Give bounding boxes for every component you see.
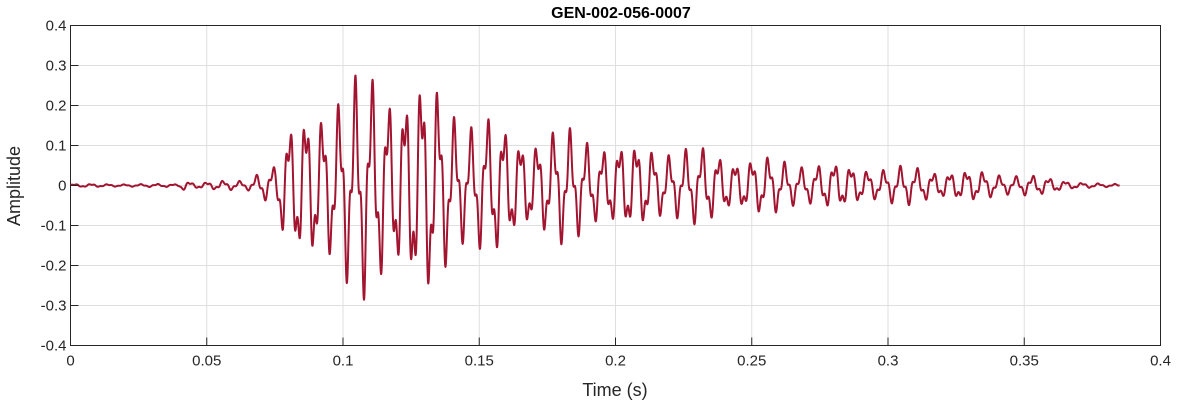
- y-axis-label: Amplitude: [4, 146, 24, 226]
- y-tick-label: 0: [58, 178, 66, 195]
- x-tick-label: 0.35: [1010, 353, 1039, 370]
- y-tick-label: -0.3: [41, 298, 67, 315]
- x-tick-label: 0.1: [333, 353, 354, 370]
- y-tick-label: 0.1: [46, 138, 67, 155]
- chart-title: GEN-002-056-0007: [551, 5, 691, 22]
- x-axis-ticks: 0 0.05 0.1 0.15 0.2 0.25 0.3 0.35 0.4: [66, 337, 1171, 370]
- x-axis-label: Time (s): [582, 380, 647, 400]
- x-tick-label: 0: [66, 353, 74, 370]
- x-tick-label: 0.25: [737, 353, 766, 370]
- x-tick-label: 0.05: [192, 353, 221, 370]
- x-tick-label: 0.2: [605, 353, 626, 370]
- y-tick-label: -0.4: [41, 338, 67, 355]
- x-tick-label: 0.3: [878, 353, 899, 370]
- y-tick-label: 0.3: [46, 58, 67, 75]
- y-axis-ticks: -0.4 -0.3 -0.2 -0.1 0 0.1 0.2 0.3 0.4: [41, 18, 79, 355]
- y-tick-label: -0.1: [41, 218, 67, 235]
- signal-line: [69, 74, 1121, 301]
- y-tick-label: 0.2: [46, 98, 67, 115]
- y-tick-label: -0.2: [41, 258, 67, 275]
- x-tick-label: 0.4: [1150, 353, 1171, 370]
- plot-area: [69, 74, 1121, 301]
- x-tick-label: 0.15: [465, 353, 494, 370]
- y-tick-label: 0.4: [46, 18, 67, 35]
